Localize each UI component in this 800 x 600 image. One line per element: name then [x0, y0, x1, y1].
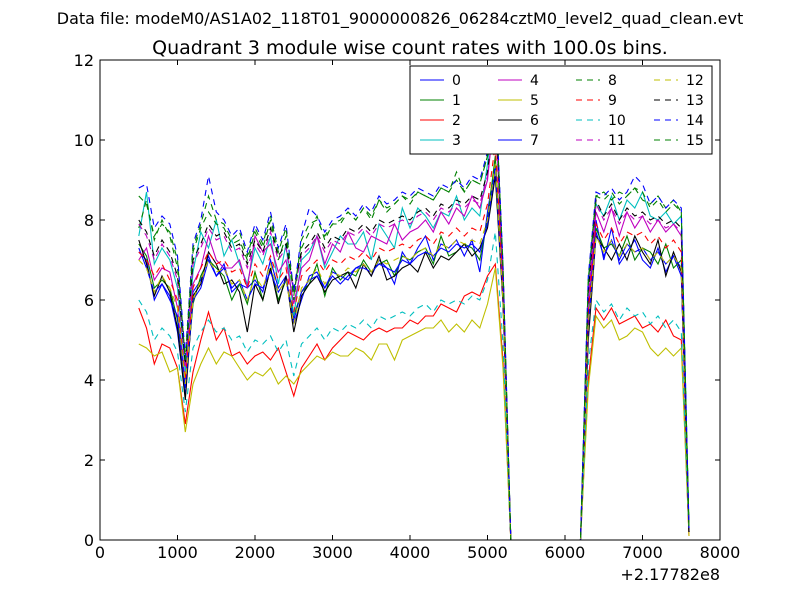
y-tick-label: 4: [84, 371, 94, 390]
legend-label-15: 15: [686, 133, 704, 149]
x-tick-label: 8000: [700, 543, 741, 562]
legend-label-4: 4: [530, 73, 539, 89]
y-tick-label: 0: [84, 531, 94, 550]
series-line-10: [138, 231, 690, 540]
x-tick-label: 6000: [545, 543, 586, 562]
legend-label-6: 6: [530, 113, 539, 129]
legend-label-5: 5: [530, 93, 539, 109]
legend-label-0: 0: [452, 73, 461, 89]
series-line-7: [138, 167, 690, 540]
x-tick-label: 3000: [312, 543, 353, 562]
series-line-4: [138, 103, 690, 540]
x-tick-label: 0: [95, 543, 105, 562]
series-line-14: [138, 83, 690, 540]
x-tick-label: 5000: [467, 543, 508, 562]
series-line-1: [138, 155, 690, 540]
series-line-9: [138, 143, 690, 540]
series-line-13: [138, 103, 690, 540]
y-tick-label: 2: [84, 451, 94, 470]
plot-area: 0 1000 2000 3000 4000 5000 6000 7000 80000246810…: [74, 51, 741, 562]
legend-label-14: 14: [686, 113, 704, 129]
data-file-suptitle: Data file: modeM0/AS1A02_118T01_90000008…: [57, 9, 743, 29]
y-tick-label: 8: [84, 211, 94, 230]
series-line-11: [138, 107, 690, 540]
legend-box: [409, 65, 713, 155]
x-tick-label: 7000: [622, 543, 663, 562]
legend-label-8: 8: [608, 73, 617, 89]
legend-label-10: 10: [608, 113, 626, 129]
x-tick-label: 2000: [235, 543, 276, 562]
legend-label-12: 12: [686, 73, 704, 89]
series-line-5: [138, 267, 690, 540]
series-line-8: [138, 87, 690, 540]
series-lines: [138, 83, 690, 540]
y-tick-label: 10: [74, 131, 94, 150]
legend-label-9: 9: [608, 93, 617, 109]
series-line-0: [138, 163, 690, 540]
series-line-2: [138, 262, 690, 540]
legend-label-13: 13: [686, 93, 704, 109]
x-offset-label: +2.17782e8: [620, 565, 720, 584]
legend-label-3: 3: [452, 133, 461, 149]
legend-label-11: 11: [608, 133, 626, 149]
series-line-3: [138, 91, 690, 540]
x-tick-label: 4000: [390, 543, 431, 562]
series-line-15: [138, 87, 690, 540]
legend-label-2: 2: [452, 113, 461, 129]
legend-label-7: 7: [530, 133, 539, 149]
x-tick-label: 1000: [157, 543, 198, 562]
series-line-12: [138, 163, 690, 540]
y-tick-label: 6: [84, 291, 94, 310]
y-tick-label: 12: [74, 51, 94, 70]
legend-label-1: 1: [452, 93, 461, 109]
chart-title: Quadrant 3 module wise count rates with …: [152, 37, 668, 59]
